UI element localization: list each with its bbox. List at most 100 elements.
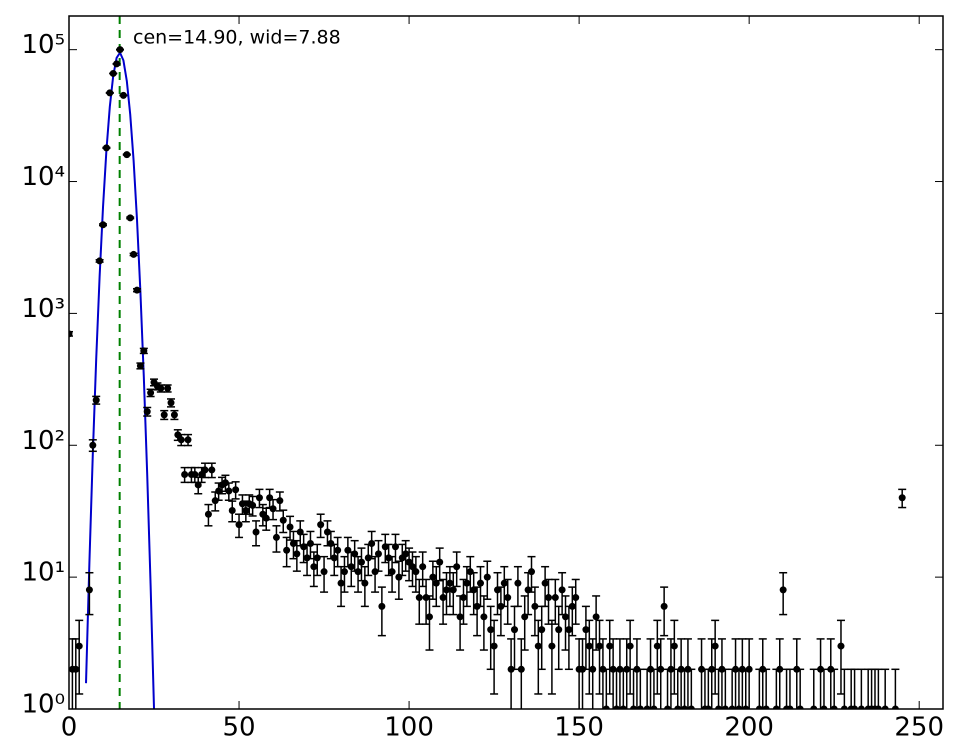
data-point xyxy=(252,528,260,536)
data-point xyxy=(715,705,723,709)
data-point xyxy=(208,466,216,474)
data-point xyxy=(572,594,580,602)
y-tick-label: 10³ xyxy=(21,294,65,324)
data-point xyxy=(470,586,478,594)
data-point xyxy=(630,705,638,709)
data-point xyxy=(585,642,593,650)
data-point xyxy=(276,497,284,505)
data-point xyxy=(687,705,695,709)
data-point xyxy=(528,568,536,576)
data-point xyxy=(551,594,559,602)
data-point xyxy=(408,563,416,571)
data-point xyxy=(439,594,447,602)
data-point xyxy=(425,613,433,621)
data-point xyxy=(786,705,794,709)
data-point xyxy=(891,705,899,709)
data-point xyxy=(279,516,287,524)
data-point xyxy=(262,514,270,522)
data-point xyxy=(96,257,104,265)
data-point xyxy=(531,602,539,610)
data-point xyxy=(446,579,454,587)
data-point xyxy=(181,471,189,479)
data-point xyxy=(874,705,882,709)
data-point xyxy=(99,221,107,229)
data-point xyxy=(136,362,144,370)
data-point xyxy=(728,705,736,709)
data-point xyxy=(442,586,450,594)
data-point xyxy=(636,705,644,709)
data-point xyxy=(721,705,729,709)
data-point xyxy=(493,586,501,594)
data-point xyxy=(242,507,250,515)
data-point xyxy=(317,521,325,529)
data-point xyxy=(313,554,321,562)
data-point xyxy=(143,408,151,416)
data-point xyxy=(674,705,682,709)
data-point xyxy=(327,539,335,547)
data-point xyxy=(762,705,770,709)
data-point xyxy=(157,384,165,392)
data-point xyxy=(225,487,233,495)
data-point xyxy=(402,550,410,558)
data-point xyxy=(232,486,240,494)
data-point xyxy=(201,466,209,474)
annotation: cen=14.90, wid=7.88 xyxy=(133,27,341,49)
x-tick-label: 200 xyxy=(724,713,774,743)
data-point xyxy=(340,568,348,576)
data-point xyxy=(500,579,508,587)
data-point xyxy=(419,563,427,571)
data-point xyxy=(116,46,124,54)
data-point xyxy=(755,705,763,709)
plot-frame xyxy=(68,15,944,710)
data-point xyxy=(596,642,604,650)
data-point xyxy=(840,705,848,709)
data-point xyxy=(249,501,257,509)
data-point xyxy=(395,573,403,581)
data-point xyxy=(453,563,461,571)
data-point xyxy=(619,705,627,709)
data-point xyxy=(592,613,600,621)
data-point xyxy=(102,144,110,152)
data-point xyxy=(820,705,828,709)
data-point xyxy=(837,642,845,650)
data-point xyxy=(215,487,223,495)
data-point xyxy=(653,642,661,650)
data-point xyxy=(545,594,553,602)
data-point xyxy=(89,441,97,449)
data-point xyxy=(568,602,576,610)
data-point xyxy=(555,626,563,634)
data-point xyxy=(269,505,277,513)
data-point xyxy=(589,665,597,673)
data-point xyxy=(623,665,631,673)
data-point xyxy=(466,568,474,576)
data-point xyxy=(351,550,359,558)
data-point xyxy=(347,563,355,571)
data-point xyxy=(436,558,444,566)
data-point xyxy=(490,642,498,650)
data-point xyxy=(357,558,365,566)
data-point xyxy=(378,602,386,610)
data-point xyxy=(72,665,80,673)
data-point xyxy=(334,546,342,554)
data-point xyxy=(476,579,484,587)
x-tick-label: 0 xyxy=(61,713,78,743)
data-point xyxy=(130,250,138,258)
data-point xyxy=(796,705,804,709)
x-tick-label: 50 xyxy=(222,713,255,743)
data-point xyxy=(657,665,665,673)
data-point xyxy=(830,705,838,709)
data-point xyxy=(415,594,423,602)
data-point xyxy=(538,626,546,634)
x-tick-label: 100 xyxy=(384,713,434,743)
data-point xyxy=(708,665,716,673)
data-point xyxy=(483,573,491,581)
data-point xyxy=(364,554,372,562)
data-point xyxy=(881,705,889,709)
data-point xyxy=(147,389,155,397)
data-point xyxy=(456,613,464,621)
data-point xyxy=(463,579,471,587)
data-point xyxy=(626,642,634,650)
data-point xyxy=(857,705,865,709)
y-tick-label: 10⁴ xyxy=(21,162,65,192)
data-point xyxy=(164,384,172,392)
